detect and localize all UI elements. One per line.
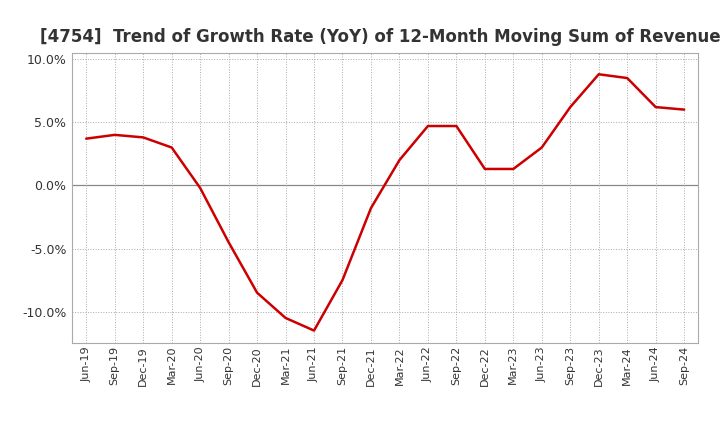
- Title: [4754]  Trend of Growth Rate (YoY) of 12-Month Moving Sum of Revenues: [4754] Trend of Growth Rate (YoY) of 12-…: [40, 28, 720, 46]
